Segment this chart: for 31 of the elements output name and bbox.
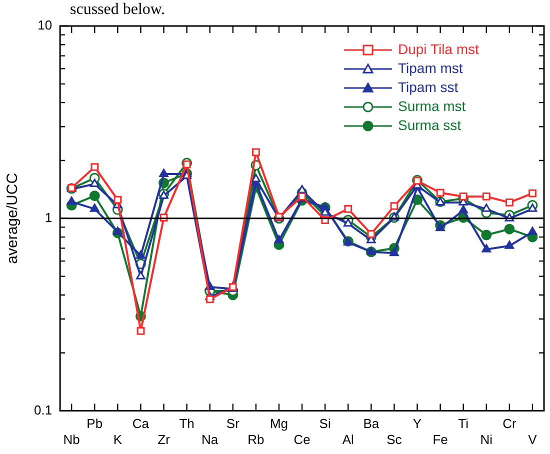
x-tick-label: Th — [179, 416, 194, 432]
text: scussed below. — [70, 1, 165, 18]
legend-label: Surma sst — [398, 116, 462, 133]
x-tick-label: Al — [342, 432, 354, 447]
legend-label: Dupi Tila mst — [398, 40, 480, 57]
x-tick-label: Ca — [132, 416, 150, 432]
x-tick-label: Fe — [432, 432, 448, 447]
x-tick-label: Mg — [270, 416, 288, 432]
x-tick-label: V — [528, 432, 538, 447]
legend-label: Tipam sst — [398, 78, 458, 95]
x-tick-label: Ce — [294, 432, 310, 447]
x-tick-label: Ni — [480, 432, 493, 447]
x-tick-label: Cr — [502, 416, 517, 432]
x-tick-label: Y — [412, 416, 422, 432]
legend-label: Surma mst — [398, 98, 466, 114]
y-tick-label: 1 — [44, 210, 52, 225]
x-tick-label: Ba — [363, 416, 380, 432]
x-tick-label: Sr — [226, 416, 240, 432]
x-tick-label: Ti — [458, 416, 469, 432]
x-tick-label: Sc — [386, 432, 402, 447]
x-tick-label: K — [113, 432, 122, 447]
x-tick-label: Rb — [248, 432, 264, 447]
x-tick-label: Pb — [86, 416, 103, 432]
y-tick-label: 10 — [38, 18, 52, 33]
x-tick-label: Nb — [63, 432, 80, 447]
x-tick-label: Na — [202, 432, 219, 447]
x-tick-label: Si — [319, 416, 331, 432]
y-tick-label: 0.1 — [34, 402, 52, 418]
y-axis-title: average/UCC — [4, 172, 22, 264]
legend-label: Tipam mst — [398, 60, 463, 76]
x-tick-label: Zr — [158, 432, 171, 447]
